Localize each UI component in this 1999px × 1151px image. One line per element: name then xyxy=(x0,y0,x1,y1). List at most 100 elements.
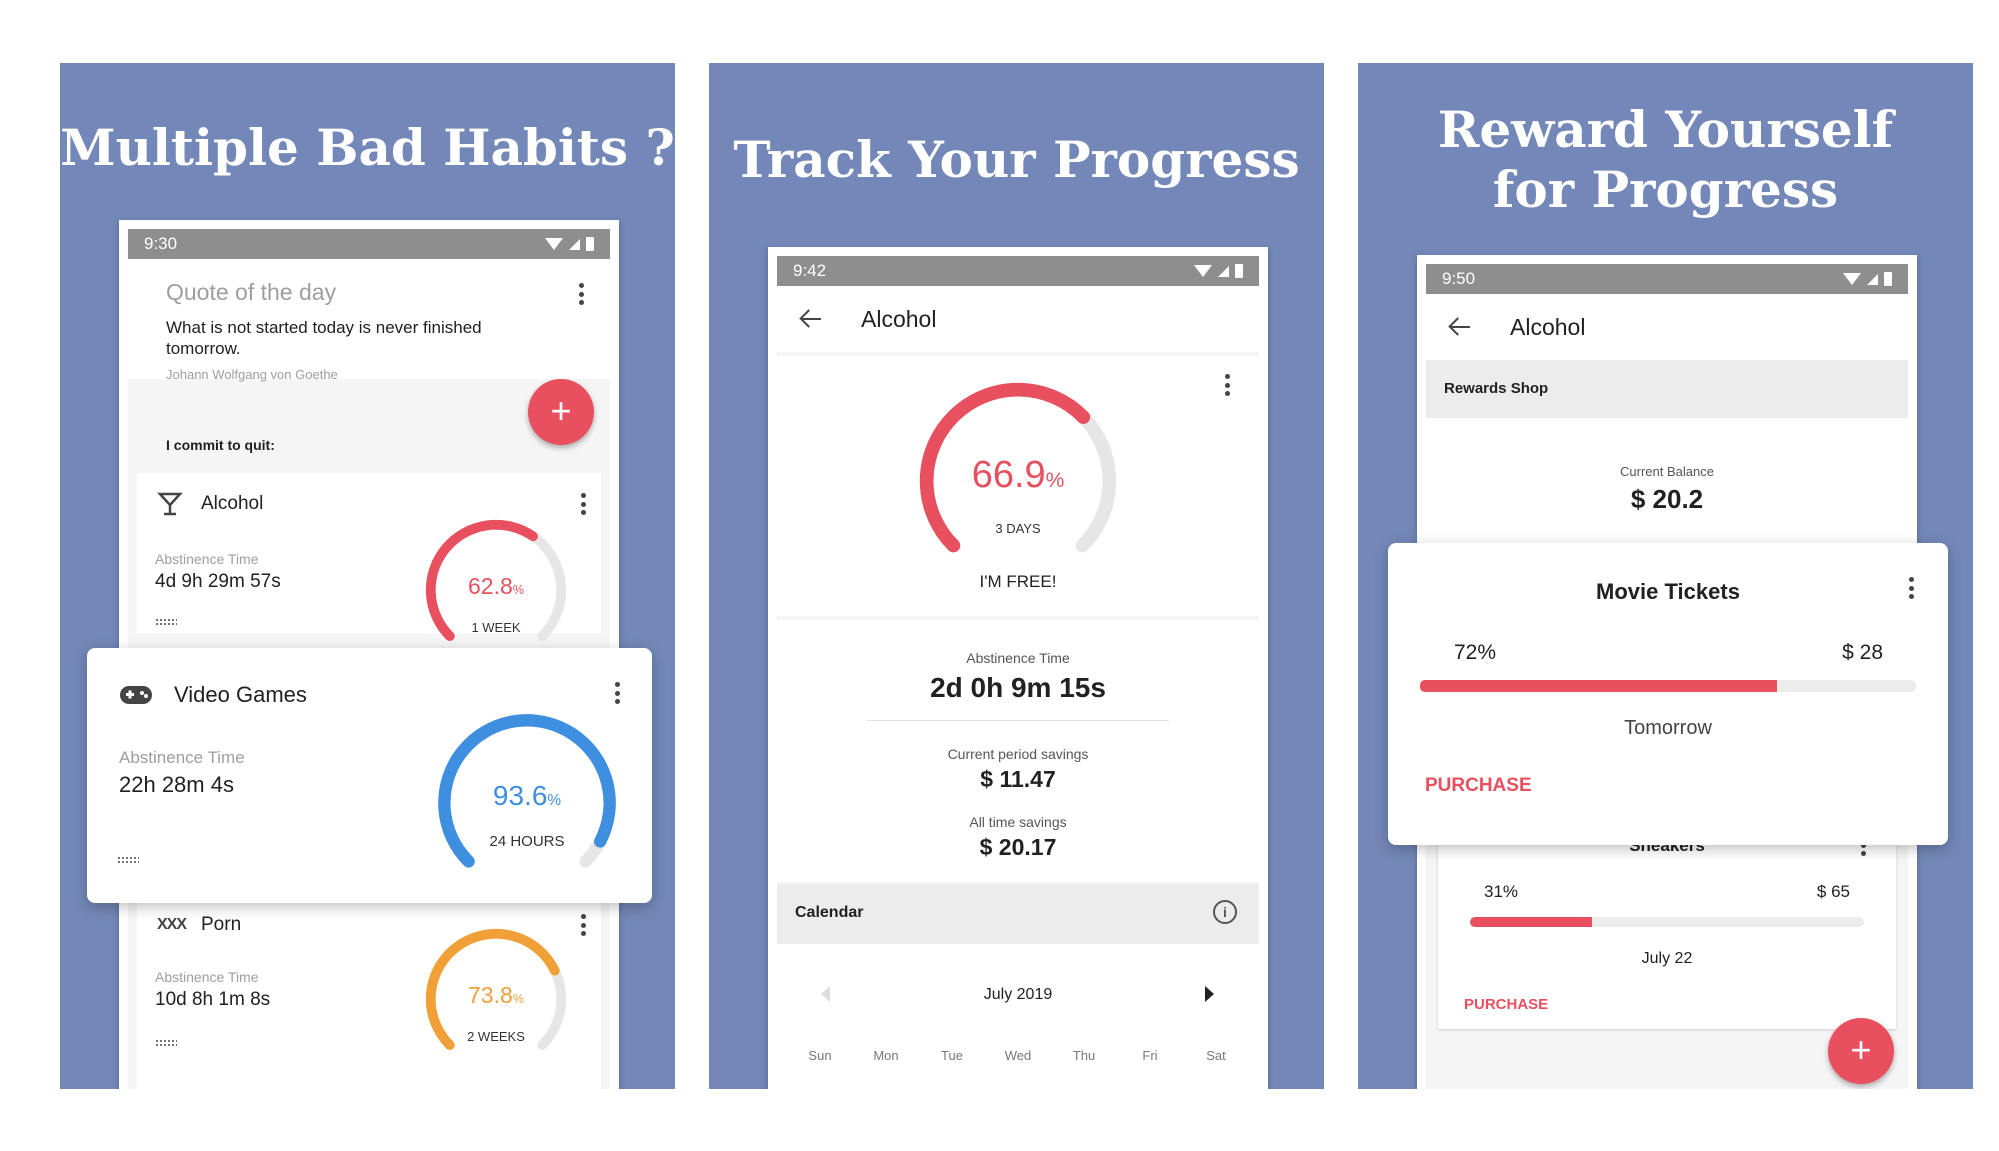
info-icon[interactable]: i xyxy=(1213,900,1237,924)
battery-icon xyxy=(1235,264,1243,278)
reward-progress-fill xyxy=(1470,917,1593,927)
quote-author: Johann Wolfgang von Goethe xyxy=(166,367,338,382)
commit-label: I commit to quit: xyxy=(166,437,275,453)
calendar-header: Calendar i xyxy=(777,884,1259,944)
panel-title-line1: Reward Yourself xyxy=(1437,100,1894,159)
abstinence-time: 10d 8h 1m 8s xyxy=(155,989,271,1010)
weekday-label: Sat xyxy=(1206,1048,1226,1063)
back-arrow-icon[interactable] xyxy=(799,308,821,330)
all-savings-label: All time savings xyxy=(969,814,1067,830)
balance-value: $ 20.2 xyxy=(1630,484,1704,514)
abstinence-time: 22h 28m 4s xyxy=(119,772,234,797)
panel-title: Track Your Progress xyxy=(733,130,1300,189)
quote-card: Quote of the day What is not started tod… xyxy=(128,259,610,382)
reward-progress xyxy=(1470,917,1864,927)
reward-percent: 31% xyxy=(1484,882,1519,901)
habit-card-porn[interactable]: XXX Porn Abstinence Time 10d 8h 1m 8s 73… xyxy=(137,894,601,1089)
drag-handle-icon[interactable] xyxy=(155,618,177,626)
gamepad-icon xyxy=(120,686,152,704)
abstinence-label: Abstinence Time xyxy=(155,969,259,985)
back-arrow-icon[interactable] xyxy=(1448,316,1470,338)
quote-menu-icon[interactable] xyxy=(578,283,584,305)
gauge-arc-svg xyxy=(425,519,567,642)
battery-icon xyxy=(1884,272,1892,286)
panel-multiple-habits: Multiple Bad Habits ? 9:30 Quote of the … xyxy=(60,63,675,1089)
habit-card-video-games[interactable]: Video Games Abstinence Time 22h 28m 4s 9… xyxy=(87,648,652,903)
drag-handle-icon[interactable] xyxy=(155,1039,177,1047)
gauge-percent: 62.8% xyxy=(467,573,524,599)
reward-price: $ 65 xyxy=(1816,882,1850,901)
panel-title: Multiple Bad Habits ? xyxy=(60,118,675,177)
purchase-button[interactable]: PURCHASE xyxy=(1464,996,1549,1013)
drag-handle-icon[interactable] xyxy=(117,856,139,864)
habit-gauge: 62.8% 1 WEEK xyxy=(421,515,571,665)
gauge-progress-arc xyxy=(438,714,616,868)
free-label: I'M FREE! xyxy=(979,572,1057,591)
gauge-arc-svg xyxy=(919,382,1117,553)
abstinence-label: Abstinence Time xyxy=(155,551,259,567)
add-habit-button[interactable]: + xyxy=(528,379,594,445)
status-bar: 9:42 xyxy=(777,256,1259,286)
weekday-label: Mon xyxy=(873,1048,899,1063)
habit-gauge: 73.8% 2 WEEKS xyxy=(421,924,571,1074)
gauge-progress-arc xyxy=(425,928,560,1051)
purchase-button[interactable]: PURCHASE xyxy=(1425,775,1532,796)
gauge-percent: 73.8% xyxy=(467,982,524,1008)
wifi-icon xyxy=(545,238,563,250)
abstinence-label: Abstinence Time xyxy=(966,650,1070,666)
status-bar: 9:50 xyxy=(1426,264,1908,294)
gauge-period: 24 HOURS xyxy=(489,833,565,850)
phone-frame: 9:42 Alcohol 66.9% 3 DAYS I'M FREE! Abst… xyxy=(768,247,1268,1089)
weekday-label: Thu xyxy=(1072,1048,1096,1063)
battery-icon xyxy=(586,237,594,251)
habit-name: Alcohol xyxy=(201,493,264,514)
balance-card: Current Balance $ 20.2 xyxy=(1426,418,1908,548)
wifi-icon xyxy=(1194,265,1212,277)
habit-name: Video Games xyxy=(174,682,307,707)
appbar-title: Alcohol xyxy=(861,305,937,332)
reward-date: July 22 xyxy=(1641,950,1693,967)
month-label: July 2019 xyxy=(983,986,1053,1003)
phone-frame: 9:30 Quote of the day What is not starte… xyxy=(119,220,619,1089)
gauge-period: 3 DAYS xyxy=(995,521,1041,536)
reward-menu-icon[interactable] xyxy=(1908,577,1914,599)
quote-text: What is not started today is never finis… xyxy=(166,318,482,358)
progress-card: 66.9% 3 DAYS I'M FREE! xyxy=(777,356,1259,616)
cocktail-glass-icon xyxy=(157,492,183,516)
reward-progress xyxy=(1420,680,1916,692)
calendar-label: Calendar xyxy=(795,904,864,921)
prev-month-icon[interactable] xyxy=(821,986,830,1002)
progress-menu-icon[interactable] xyxy=(1224,374,1230,396)
reward-price: $ 28 xyxy=(1842,641,1883,664)
rewards-shop-label: Rewards Shop xyxy=(1444,380,1549,397)
divider xyxy=(867,720,1169,721)
progress-gauge: 66.9% 3 DAYS xyxy=(913,376,1123,586)
habit-gauge: 93.6% 24 HOURS xyxy=(432,708,622,898)
signal-icon xyxy=(569,238,580,250)
habit-card-alcohol[interactable]: Alcohol Abstinence Time 4d 9h 29m 57s 62… xyxy=(137,473,601,642)
gauge-progress-arc xyxy=(425,519,538,642)
weekday-row: Sun Mon Tue Wed Thu Fri Sat xyxy=(791,1048,1245,1063)
gauge-arc-svg xyxy=(425,928,567,1051)
habit-menu-icon[interactable] xyxy=(580,914,586,936)
panel-rewards: Reward Yourself for Progress 9:50 Alcoho… xyxy=(1358,63,1973,1089)
panel-title-line2: for Progress xyxy=(1492,160,1839,219)
abstinence-label: Abstinence Time xyxy=(119,748,245,767)
weekday-label: Sun xyxy=(808,1048,832,1063)
panel-track-progress: Track Your Progress 9:42 Alcohol 66.9% 3… xyxy=(709,63,1324,1089)
gauge-period: 1 WEEK xyxy=(471,620,521,635)
stats-card: Abstinence Time 2d 0h 9m 15s Current per… xyxy=(777,620,1259,882)
habit-name: Porn xyxy=(201,914,242,935)
habit-menu-icon[interactable] xyxy=(614,682,620,704)
gauge-progress-arc xyxy=(919,382,1091,553)
app-bar: Alcohol xyxy=(1426,294,1908,360)
gauge-period: 2 WEEKS xyxy=(467,1029,525,1044)
habit-menu-icon[interactable] xyxy=(580,493,586,515)
calendar-body: July 2019 Sun Mon Tue Wed Thu Fri Sat xyxy=(777,944,1259,1089)
status-time: 9:50 xyxy=(1442,269,1476,288)
reward-card-sneakers: Sneakers 31% $ 65 July 22 PURCHASE xyxy=(1438,824,1896,1029)
wifi-icon xyxy=(1843,273,1861,285)
next-month-icon[interactable] xyxy=(1205,986,1214,1002)
reward-percent: 72% xyxy=(1454,641,1497,664)
add-reward-button[interactable]: + xyxy=(1828,1018,1894,1084)
